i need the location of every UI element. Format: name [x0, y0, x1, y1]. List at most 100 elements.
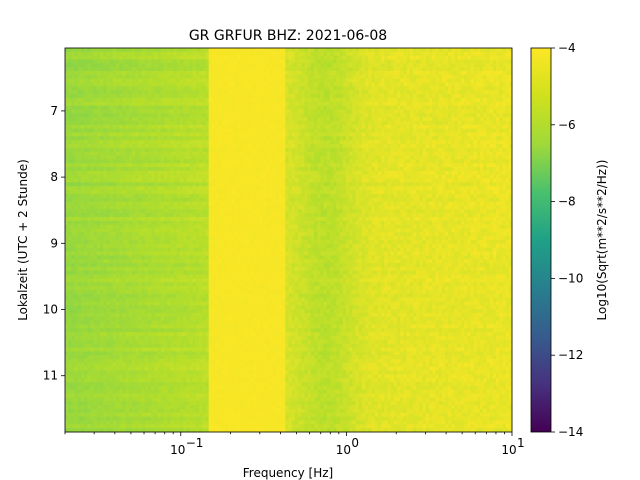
heatmap-cell — [84, 155, 88, 160]
heatmap-cell — [349, 178, 353, 183]
heatmap-cell — [189, 74, 194, 80]
heatmap-cell — [246, 71, 251, 76]
heatmap-cell — [138, 97, 143, 103]
heatmap-cell — [441, 55, 446, 60]
heatmap-cell — [100, 167, 104, 172]
heatmap-cell — [256, 74, 261, 80]
heatmap-cell — [406, 86, 411, 91]
heatmap-cell — [390, 94, 395, 99]
heatmap-cell — [342, 155, 347, 160]
heatmap-cell — [489, 55, 494, 60]
heatmap-cell — [148, 101, 152, 106]
heatmap-cell — [170, 59, 174, 64]
heatmap-cell — [259, 174, 264, 179]
heatmap-cell — [432, 109, 436, 114]
heatmap-cell — [400, 144, 404, 149]
heatmap-cell — [125, 71, 130, 76]
heatmap-cell — [141, 48, 146, 53]
heatmap-cell — [390, 159, 395, 164]
heatmap-cell — [122, 105, 127, 110]
heatmap-cell — [167, 109, 171, 114]
heatmap-cell — [221, 74, 226, 80]
heatmap-cell — [275, 136, 280, 141]
heatmap-cell — [377, 167, 382, 172]
heatmap-cell — [205, 124, 210, 130]
heatmap-cell — [451, 128, 455, 133]
heatmap-cell — [428, 86, 433, 91]
heatmap-cell — [298, 59, 302, 64]
heatmap-cell — [381, 140, 385, 145]
heatmap-cell — [151, 82, 155, 87]
heatmap-cell — [486, 144, 491, 149]
heatmap-cell — [496, 170, 500, 176]
heatmap-cell — [457, 59, 462, 64]
heatmap-cell — [237, 101, 241, 106]
heatmap-cell — [483, 136, 487, 141]
heatmap-cell — [275, 78, 280, 83]
heatmap-cell — [148, 144, 152, 149]
heatmap-cell — [365, 136, 369, 141]
heatmap-cell — [116, 182, 120, 187]
heatmap-cell — [508, 67, 513, 72]
heatmap-cell — [317, 163, 321, 168]
heatmap-cell — [339, 140, 344, 145]
heatmap-cell — [339, 71, 344, 76]
heatmap-cell — [157, 109, 162, 114]
heatmap-cell — [342, 120, 347, 126]
heatmap-cell — [195, 48, 200, 53]
heatmap-cell — [259, 159, 264, 164]
heatmap-cell — [444, 151, 449, 156]
heatmap-cell — [413, 78, 417, 83]
heatmap-cell — [438, 147, 443, 153]
heatmap-cell — [368, 144, 372, 149]
heatmap-cell — [400, 101, 404, 106]
heatmap-cell — [160, 82, 165, 87]
heatmap-cell — [377, 94, 382, 99]
heatmap-cell — [502, 109, 507, 114]
heatmap-cell — [250, 63, 254, 68]
heatmap-cell — [460, 97, 465, 103]
heatmap-cell — [103, 136, 107, 141]
heatmap-cell — [422, 48, 427, 53]
heatmap-cell — [476, 128, 481, 133]
heatmap-cell — [489, 117, 494, 122]
heatmap-cell — [202, 67, 206, 72]
heatmap-cell — [435, 163, 439, 168]
heatmap-cell — [451, 178, 455, 183]
heatmap-cell — [288, 178, 293, 183]
heatmap-cell — [406, 82, 411, 87]
heatmap-cell — [390, 78, 395, 83]
heatmap-cell — [457, 90, 462, 95]
heatmap-cell — [502, 74, 507, 80]
heatmap-cell — [406, 174, 411, 179]
heatmap-cell — [205, 78, 210, 83]
heatmap-cell — [71, 78, 75, 83]
heatmap-cell — [314, 74, 318, 80]
heatmap-cell — [349, 51, 353, 57]
heatmap-cell — [480, 159, 484, 164]
heatmap-cell — [148, 167, 152, 172]
heatmap-cell — [435, 48, 439, 53]
heatmap-cell — [486, 51, 491, 57]
heatmap-cell — [285, 182, 289, 187]
heatmap-cell — [355, 67, 360, 72]
heatmap-cell — [227, 182, 232, 187]
heatmap-cell — [199, 132, 203, 137]
heatmap-cell — [422, 120, 427, 126]
heatmap-cell — [218, 78, 222, 83]
heatmap-cell — [499, 59, 503, 64]
heatmap-cell — [409, 163, 414, 168]
heatmap-cell — [278, 167, 283, 172]
heatmap-cell — [65, 94, 69, 99]
heatmap-cell — [224, 105, 229, 110]
heatmap-cell — [483, 117, 487, 122]
heatmap-cell — [68, 113, 72, 118]
heatmap-cell — [476, 86, 481, 91]
heatmap-cell — [112, 167, 117, 172]
heatmap-cell — [470, 136, 475, 141]
heatmap-cell — [342, 136, 347, 141]
heatmap-cell — [496, 178, 500, 183]
heatmap-cell — [262, 151, 267, 156]
heatmap-cell — [304, 67, 309, 72]
heatmap-cell — [345, 71, 350, 76]
